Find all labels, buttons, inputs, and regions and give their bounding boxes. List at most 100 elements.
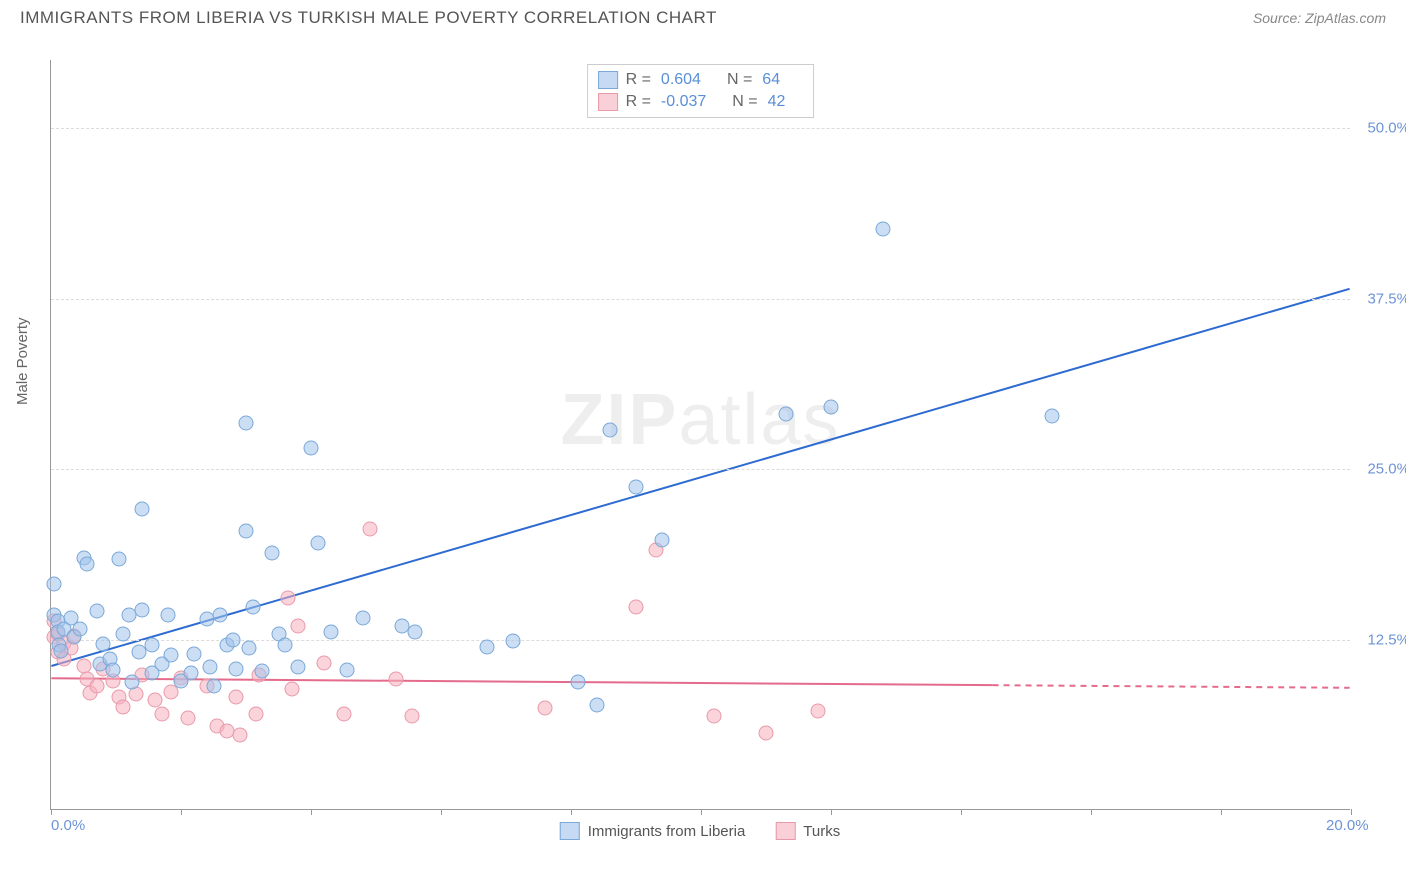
watermark: ZIPatlas	[560, 379, 840, 461]
scatter-point-blue	[603, 422, 618, 437]
scatter-point-blue	[206, 679, 221, 694]
r-value-pink: -0.037	[661, 93, 706, 111]
scatter-point-blue	[323, 624, 338, 639]
x-tick	[1091, 809, 1092, 815]
x-tick	[1351, 809, 1352, 815]
scatter-point-blue	[96, 637, 111, 652]
scatter-point-pink	[248, 706, 263, 721]
watermark-bold: ZIP	[560, 380, 678, 460]
chart-title: IMMIGRANTS FROM LIBERIA VS TURKISH MALE …	[20, 8, 717, 28]
scatter-point-pink	[89, 679, 104, 694]
x-tick	[831, 809, 832, 815]
y-tick-label: 37.5%	[1367, 290, 1406, 307]
scatter-point-pink	[811, 703, 826, 718]
x-tick-label: 20.0%	[1326, 817, 1369, 834]
legend-swatch-blue	[598, 71, 618, 89]
scatter-point-blue	[89, 604, 104, 619]
gridline	[51, 299, 1350, 300]
watermark-rest: atlas	[678, 380, 840, 460]
scatter-point-blue	[310, 536, 325, 551]
legend-stats-row-blue: R = 0.604 N = 64	[598, 69, 804, 91]
scatter-point-pink	[229, 690, 244, 705]
scatter-point-pink	[759, 725, 774, 740]
n-value-blue: 64	[762, 71, 780, 89]
x-tick	[571, 809, 572, 815]
scatter-point-blue	[125, 675, 140, 690]
scatter-point-pink	[362, 522, 377, 537]
legend-swatch-blue	[560, 822, 580, 840]
r-label: R =	[626, 71, 651, 89]
x-tick	[181, 809, 182, 815]
scatter-point-pink	[281, 590, 296, 605]
scatter-point-blue	[408, 624, 423, 639]
scatter-point-blue	[778, 406, 793, 421]
y-tick-label: 12.5%	[1367, 631, 1406, 648]
scatter-point-blue	[242, 641, 257, 656]
x-tick	[1221, 809, 1222, 815]
r-value-blue: 0.604	[661, 71, 701, 89]
scatter-point-blue	[265, 545, 280, 560]
scatter-point-blue	[824, 399, 839, 414]
scatter-point-pink	[232, 728, 247, 743]
gridline	[51, 469, 1350, 470]
scatter-point-blue	[479, 639, 494, 654]
scatter-point-blue	[239, 416, 254, 431]
x-tick	[701, 809, 702, 815]
scatter-point-blue	[629, 480, 644, 495]
n-value-pink: 42	[768, 93, 786, 111]
scatter-point-pink	[291, 619, 306, 634]
legend-stats: R = 0.604 N = 64 R = -0.037 N = 42	[587, 64, 815, 118]
x-tick	[51, 809, 52, 815]
scatter-point-blue	[73, 622, 88, 637]
scatter-point-blue	[245, 600, 260, 615]
plot-area: ZIPatlas R = 0.604 N = 64 R = -0.037 N =…	[50, 60, 1350, 810]
legend-series: Immigrants from Liberia Turks	[560, 822, 841, 840]
scatter-point-blue	[187, 646, 202, 661]
scatter-point-blue	[255, 664, 270, 679]
scatter-point-blue	[876, 222, 891, 237]
scatter-point-blue	[183, 665, 198, 680]
y-axis-label: Male Poverty	[14, 317, 31, 405]
trend-line	[993, 685, 1350, 688]
legend-swatch-pink	[775, 822, 795, 840]
n-label: N =	[727, 71, 752, 89]
scatter-point-blue	[229, 661, 244, 676]
scatter-point-pink	[629, 600, 644, 615]
scatter-point-blue	[112, 552, 127, 567]
scatter-point-pink	[538, 701, 553, 716]
scatter-point-pink	[404, 709, 419, 724]
legend-stats-row-pink: R = -0.037 N = 42	[598, 91, 804, 113]
scatter-point-blue	[505, 634, 520, 649]
scatter-point-blue	[278, 638, 293, 653]
scatter-point-blue	[135, 602, 150, 617]
legend-label-blue: Immigrants from Liberia	[588, 823, 746, 840]
x-tick	[961, 809, 962, 815]
scatter-point-blue	[339, 662, 354, 677]
legend-item-blue: Immigrants from Liberia	[560, 822, 746, 840]
legend-swatch-pink	[598, 93, 618, 111]
scatter-point-blue	[115, 627, 130, 642]
r-label: R =	[626, 93, 651, 111]
y-tick-label: 50.0%	[1367, 120, 1406, 137]
scatter-point-blue	[135, 502, 150, 517]
scatter-point-pink	[388, 672, 403, 687]
scatter-point-pink	[115, 699, 130, 714]
scatter-point-blue	[53, 643, 68, 658]
scatter-point-blue	[79, 556, 94, 571]
scatter-point-blue	[144, 638, 159, 653]
legend-item-pink: Turks	[775, 822, 840, 840]
scatter-point-pink	[284, 682, 299, 697]
x-tick-label: 0.0%	[51, 817, 85, 834]
scatter-point-blue	[161, 608, 176, 623]
scatter-point-blue	[213, 608, 228, 623]
legend-label-pink: Turks	[803, 823, 840, 840]
x-tick	[441, 809, 442, 815]
trend-lines-svg	[51, 60, 1350, 809]
scatter-point-blue	[304, 440, 319, 455]
n-label: N =	[732, 93, 757, 111]
scatter-point-blue	[105, 662, 120, 677]
scatter-point-blue	[1045, 409, 1060, 424]
scatter-point-pink	[336, 706, 351, 721]
scatter-point-blue	[203, 660, 218, 675]
scatter-point-pink	[180, 710, 195, 725]
